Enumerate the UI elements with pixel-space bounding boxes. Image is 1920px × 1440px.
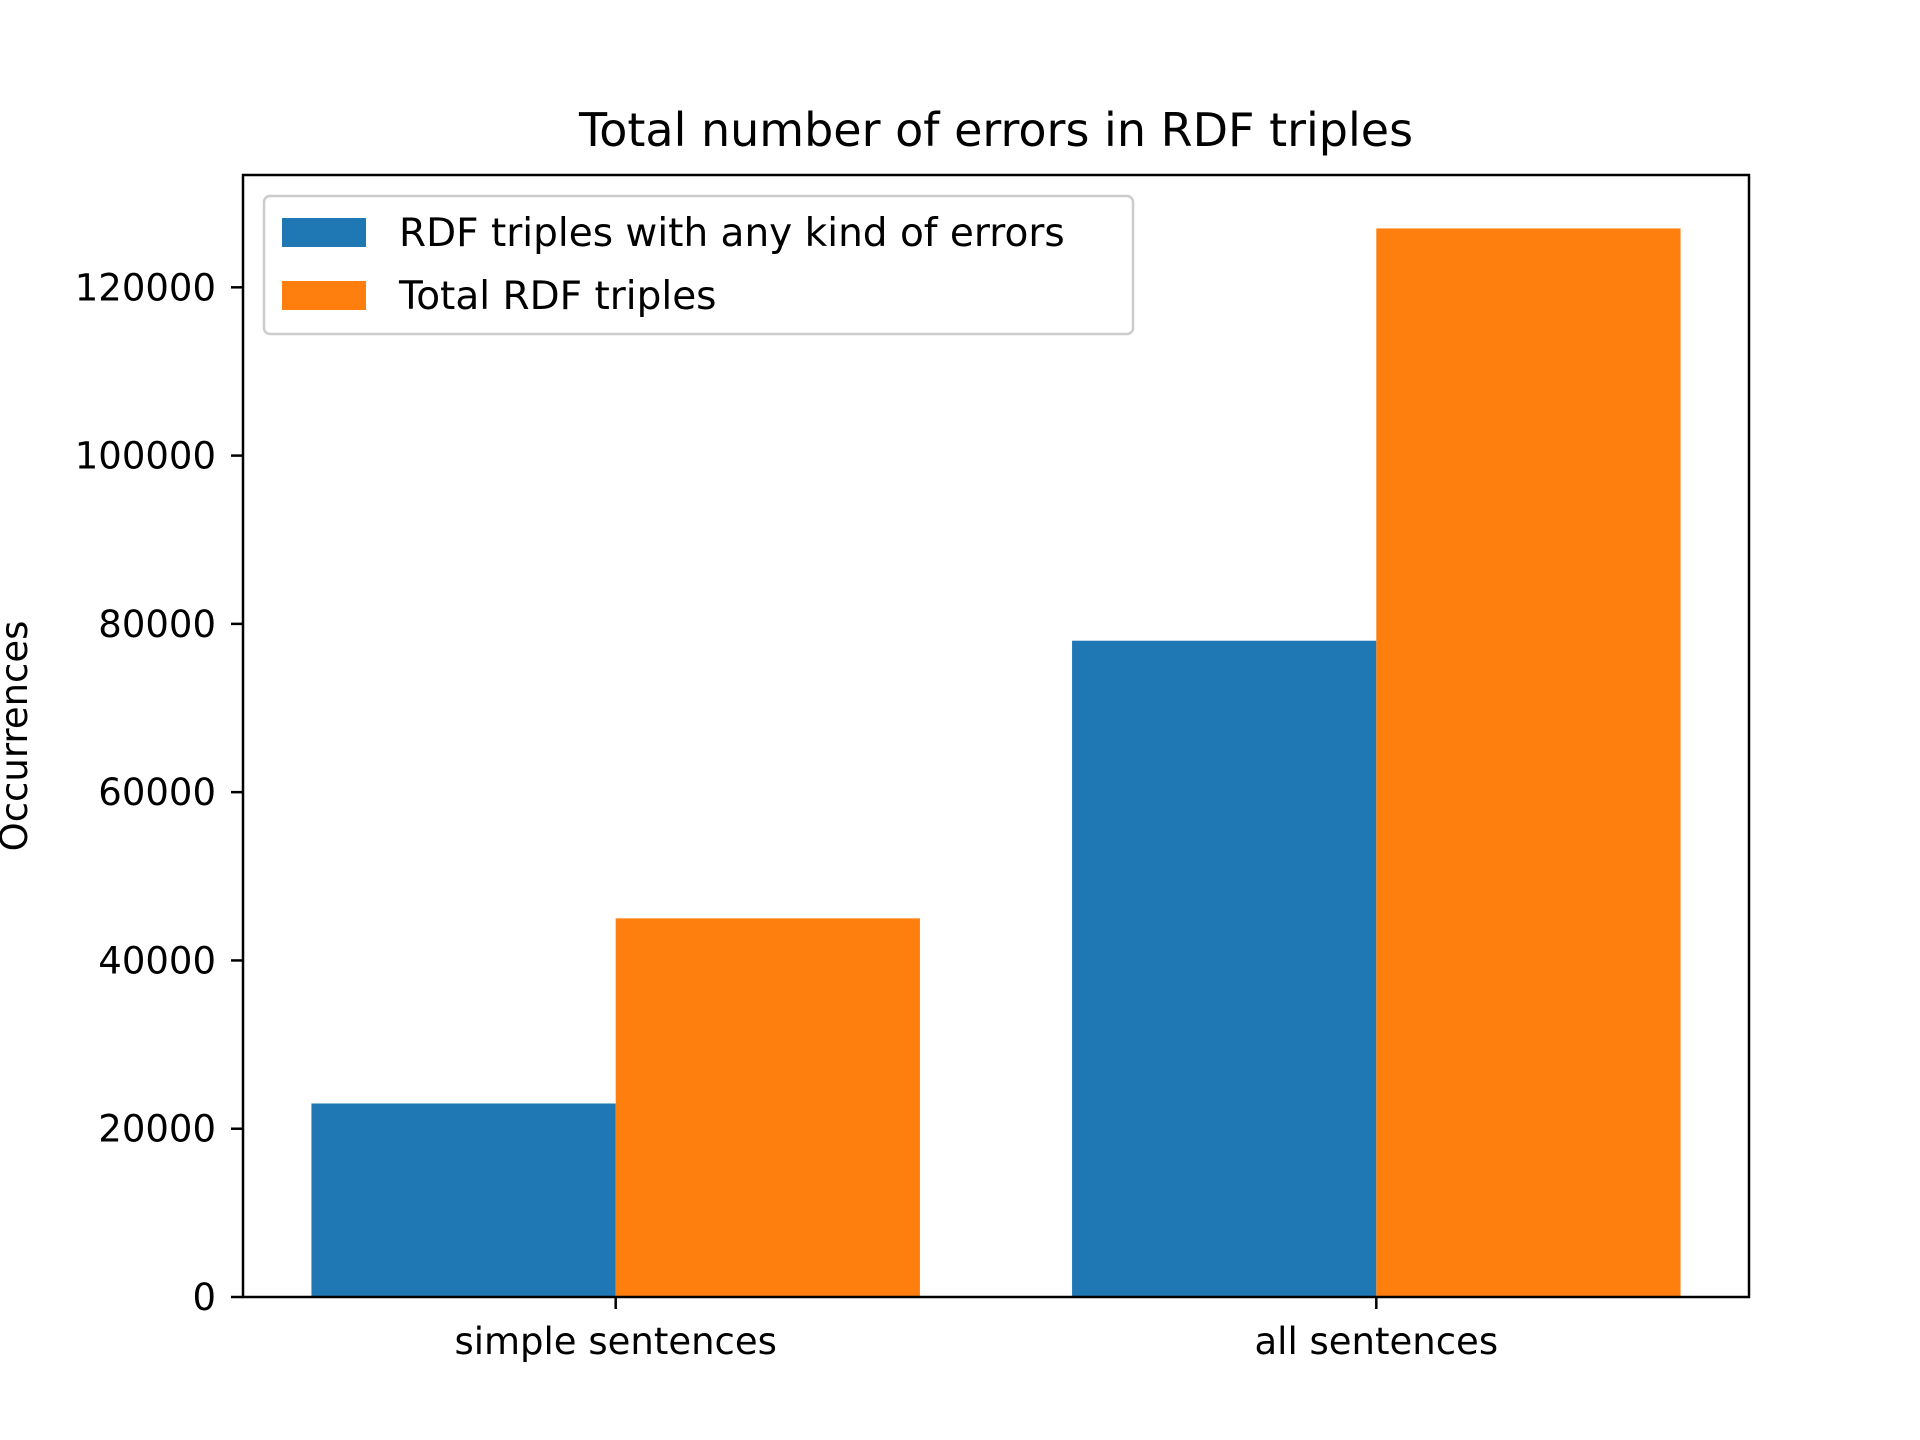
y-axis-label: Occurrences <box>0 621 36 852</box>
legend-label-1: RDF triples with any kind of errors <box>399 211 1065 256</box>
bar-2-2 <box>1376 228 1681 1297</box>
legend-swatch-2 <box>282 281 366 310</box>
y-tick-label: 120000 <box>75 266 216 309</box>
x-axis: simple sentences all sentences <box>454 1297 1498 1363</box>
x-tick-label: simple sentences <box>454 1320 777 1363</box>
legend-label-2: Total RDF triples <box>398 274 717 319</box>
legend-swatch-1 <box>282 218 366 247</box>
y-tick-label: 40000 <box>98 939 216 982</box>
legend-box <box>262 194 1135 336</box>
bars-layer <box>311 228 1681 1297</box>
legend: RDF triples with any kind of errors Total… <box>262 194 1135 336</box>
chart-title: Total number of errors in RDF triples <box>578 103 1413 157</box>
plot-frame <box>241 173 1751 1299</box>
y-tick-label: 0 <box>192 1276 216 1319</box>
x-tick-label: all sentences <box>1255 1320 1499 1363</box>
y-axis: 0 20000 40000 60000 80000 100000 120000 <box>75 266 243 1319</box>
bar-1-2 <box>1072 640 1377 1297</box>
bar-1-1 <box>311 1103 616 1297</box>
y-tick-label: 100000 <box>75 435 216 478</box>
y-tick-label: 80000 <box>98 603 216 646</box>
bar-2-1 <box>615 918 920 1297</box>
y-tick-label: 20000 <box>98 1108 216 1151</box>
y-tick-label: 60000 <box>98 771 216 814</box>
